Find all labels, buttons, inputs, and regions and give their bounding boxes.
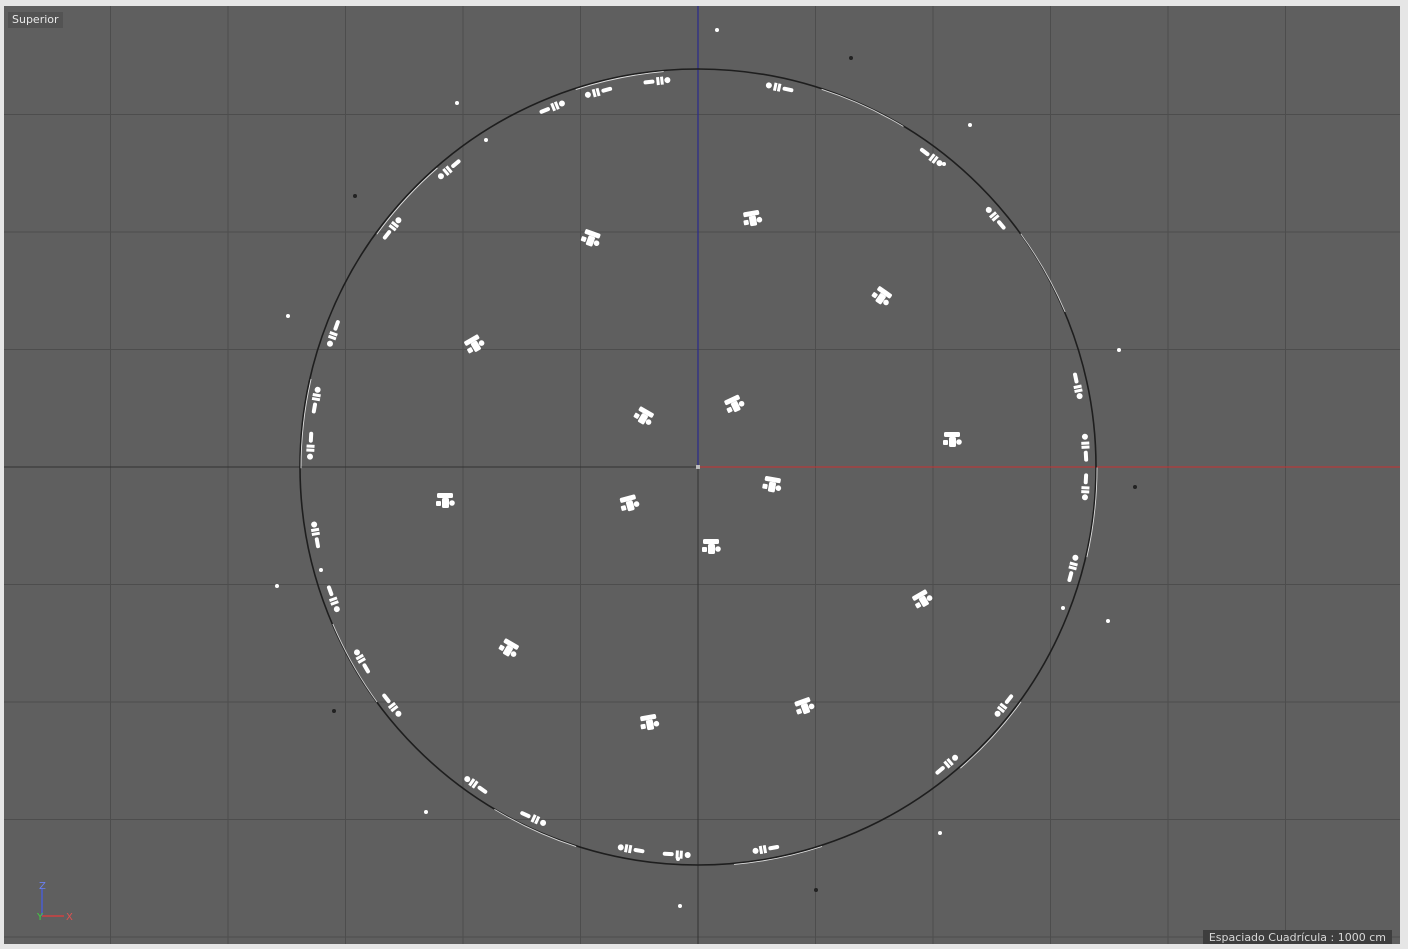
scene-point[interactable] [319, 568, 323, 572]
scene-object[interactable] [380, 215, 403, 241]
scene-object[interactable] [943, 432, 962, 447]
scene-object[interactable] [1065, 554, 1080, 583]
scene-canvas[interactable]: Z Y X [4, 6, 1400, 944]
scene-object[interactable] [325, 584, 342, 613]
scene-point[interactable] [968, 123, 972, 127]
scene-object[interactable] [1071, 372, 1084, 400]
scene-object[interactable] [933, 753, 960, 777]
scene-object[interactable] [436, 157, 463, 181]
world-axes [4, 6, 1400, 944]
scene-point[interactable] [676, 857, 680, 861]
scene-point[interactable] [455, 101, 459, 105]
scene-point[interactable] [424, 810, 428, 814]
scene-object[interactable] [742, 209, 763, 227]
scene-object[interactable] [793, 696, 816, 717]
view-name-label[interactable]: Superior [8, 12, 63, 28]
scene-object[interactable] [639, 713, 660, 731]
scene-object[interactable] [762, 475, 783, 494]
scene-object[interactable] [618, 494, 640, 513]
scene-object[interactable] [643, 76, 671, 87]
axis-gizmo-z-label: Z [39, 881, 46, 892]
scene-object[interactable] [310, 386, 323, 414]
scene-point[interactable] [678, 904, 682, 908]
scene-object[interactable] [463, 774, 490, 796]
scene-point[interactable] [715, 28, 719, 32]
scene-point[interactable] [1061, 606, 1065, 610]
scene-object[interactable] [723, 394, 746, 416]
scene-point[interactable] [275, 584, 279, 588]
scene-point[interactable] [353, 194, 357, 198]
scene-object[interactable] [463, 333, 487, 355]
scene-object[interactable] [702, 539, 721, 554]
scene-point[interactable] [938, 831, 942, 835]
scene-object[interactable] [870, 285, 894, 308]
grid-lines [4, 6, 1400, 944]
scene-point[interactable] [484, 138, 488, 142]
scene-object[interactable] [765, 81, 794, 95]
scene-object[interactable] [918, 146, 944, 169]
scene-object[interactable] [1081, 433, 1090, 462]
scene-object[interactable] [497, 637, 521, 659]
scene-object[interactable] [632, 405, 656, 427]
scene-object[interactable] [538, 99, 566, 117]
scene-object[interactable] [584, 84, 613, 99]
scene-object[interactable] [1081, 473, 1090, 501]
scene-object[interactable] [662, 850, 691, 859]
scene-object[interactable] [380, 692, 404, 719]
scene-point[interactable] [1106, 619, 1110, 623]
axis-gizmo: Z Y X [36, 881, 73, 923]
scene-point[interactable] [942, 162, 946, 166]
scene-point[interactable] [814, 888, 818, 892]
scene-object[interactable] [519, 809, 548, 828]
scene-object[interactable] [436, 493, 455, 508]
scene-object[interactable] [617, 843, 645, 856]
scene-point[interactable] [849, 56, 853, 60]
scene-objects[interactable] [275, 28, 1137, 908]
viewport-top-view[interactable]: Z Y X Superior Espaciado Cuadrícula : 10… [4, 6, 1400, 944]
scene-object[interactable] [352, 648, 372, 675]
circle-spline[interactable] [299, 68, 1098, 867]
scene-object[interactable] [306, 431, 315, 460]
scene-object[interactable] [984, 205, 1008, 232]
axis-gizmo-y-label: Y [36, 912, 44, 923]
scene-object[interactable] [325, 319, 342, 348]
axis-gizmo-x-label: X [66, 912, 73, 923]
scene-point[interactable] [286, 314, 290, 318]
scene-object[interactable] [911, 588, 935, 610]
grid-spacing-label: Espaciado Cuadrícula : 1000 cm [1202, 930, 1392, 944]
scene-object[interactable] [752, 843, 780, 856]
scene-point[interactable] [1133, 485, 1137, 489]
scene-point[interactable] [332, 709, 336, 713]
scene-object[interactable] [993, 692, 1016, 718]
scene-object[interactable] [580, 228, 603, 249]
scene-point[interactable] [1117, 348, 1121, 352]
scene-object[interactable] [310, 521, 323, 549]
